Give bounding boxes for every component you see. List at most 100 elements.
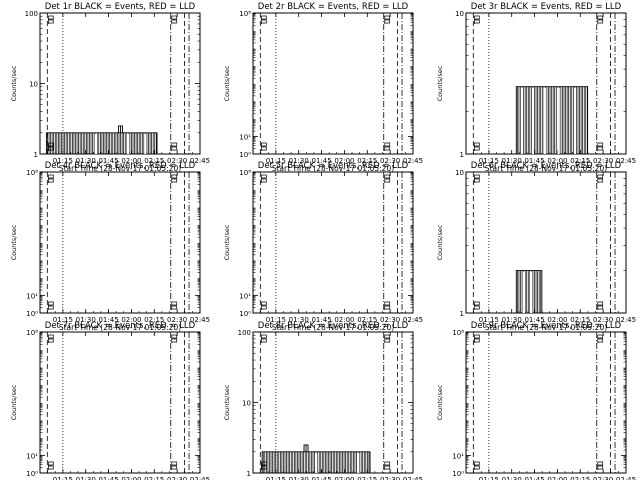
panel-9-x-tick-label-1: 01:30 (502, 476, 522, 480)
panel-3-series-0-gap-4 (573, 87, 577, 154)
panel-4-x-axis-label: Start Time (28-Nov-17 01:05:20) (59, 323, 181, 332)
panel-4-title: Det 4r BLACK = Events, RED = LLD (45, 161, 196, 171)
panel-7-y-tick-label-0: 10⁰ (26, 470, 38, 478)
panel-3-y-tick-label-0: 1 (460, 151, 464, 159)
panel-3-y-tick-label-1: 10 (455, 10, 464, 18)
panel-2-x-tick-label-0: 01:15 (266, 157, 286, 165)
panel-1-x-tick-label-3: 02:00 (121, 157, 141, 165)
panel-3-x-tick-label-1: 01:30 (502, 157, 522, 165)
panel-1-series-0-outline (45, 132, 158, 154)
panel-6-y-tick-label-1: 10 (455, 169, 464, 177)
panel-1-x-tick-label-4: 02:15 (144, 157, 164, 165)
panel-5-marker-flag-0-1 (260, 301, 267, 310)
panel-8-marker-flag-1-1 (384, 461, 391, 470)
panel-8-x-tick-label-6: 02:45 (403, 476, 423, 480)
panel-3-marker-flag-1-1 (597, 142, 604, 151)
panel-1-series-0-gap-1 (126, 133, 130, 154)
panel-2-plot-frame (252, 12, 414, 155)
panel-4-x-tick-label-3: 02:00 (121, 316, 141, 324)
panel-1-x-tick-label-0: 01:15 (53, 157, 73, 165)
panel-3-y-axis-label: Counts/sec (436, 65, 444, 101)
panel-9-x-tick-label-0: 01:15 (479, 476, 499, 480)
panel-8-marker-flag-1-0 (384, 334, 391, 343)
panel-6-y-tick-label-0: 1 (460, 310, 464, 318)
panel-6-marker-flag-1-0 (597, 174, 604, 183)
panel-9-plot-frame (465, 331, 627, 474)
panel-1-x-tick-label-5: 02:30 (167, 157, 187, 165)
panel-6-x-tick-label-6: 02:45 (616, 316, 636, 324)
panel-8-x-tick-label-3: 02:00 (334, 476, 354, 480)
panel-1-title: Det 1r BLACK = Events, RED = LLD (45, 2, 196, 12)
panel-7-x-tick-label-4: 02:15 (144, 476, 164, 480)
panel-2-title: Det 2r BLACK = Events, RED = LLD (258, 2, 409, 12)
panel-3-marker-flag-0-1 (473, 142, 480, 151)
panel-9-y-tick-label-2: 10⁸ (452, 329, 464, 337)
panel-8-y-axis-label: Counts/sec (223, 384, 231, 420)
panel-2-marker-flag-0-0 (260, 15, 267, 24)
panel-5-title: Det 5r BLACK = Events, RED = LLD (258, 161, 409, 171)
panel-4-y-axis-label: Counts/sec (10, 224, 18, 260)
panel-2-marker-flag-1-0 (384, 15, 391, 24)
panel-1-marker-flag-1-1 (171, 142, 178, 151)
panel-8-x-tick-label-0: 01:15 (266, 476, 286, 480)
panel-6-series-0-gap-0 (522, 271, 525, 313)
panel-5-plot-frame (252, 171, 414, 314)
panel-1-series-0-gap-2 (144, 133, 147, 154)
panel-8-title: Det 8r BLACK = Events, RED = LLD (258, 321, 409, 331)
panel-4-y-tick-label-0: 10⁰ (26, 310, 38, 318)
panel-8-y-tick-label-0: 1 (247, 470, 251, 478)
panel-5-x-tick-label-2: 01:45 (311, 316, 331, 324)
panel-9-marker-flag-0-0 (473, 334, 480, 343)
panel-2-y-tick-label-1: 10¹ (239, 133, 251, 141)
panel-2-y-axis-label: Counts/sec (223, 65, 231, 101)
panel-2-x-tick-label-5: 02:30 (380, 157, 400, 165)
panel-1-x-axis-label: Start Time (28-Nov-17 01:05:20) (59, 164, 181, 173)
panel-7-marker-flag-0-1 (47, 461, 54, 470)
panel-7-title: Det 7r BLACK = Events, RED = LLD (45, 321, 196, 331)
panel-1-marker-flag-0-0 (47, 15, 54, 24)
panel-4-marker-flag-0-1 (47, 301, 54, 310)
panel-9-marker-flag-1-0 (597, 334, 604, 343)
panel-8-x-tick-label-1: 01:30 (289, 476, 309, 480)
panel-6-marker-flag-0-1 (473, 301, 480, 310)
panel-9-title: Det 9r BLACK = Events, RED = LLD (471, 321, 622, 331)
panel-5-marker-flag-1-1 (384, 301, 391, 310)
panel-1-y-axis-label: Counts/sec (10, 65, 18, 101)
panel-1-y-tick-label-0: 1 (34, 151, 38, 159)
panel-4-marker-flag-0-0 (47, 174, 54, 183)
panel-8-y-tick-label-1: 10 (242, 400, 251, 408)
panel-9-x-tick-label-3: 02:00 (547, 476, 567, 480)
panel-7-plot-frame (39, 331, 201, 474)
panel-6-marker-flag-0-0 (473, 174, 480, 183)
panel-4-marker-flag-1-1 (171, 301, 178, 310)
panel-6-x-tick-label-0: 01:15 (479, 316, 499, 324)
panel-3-series-0-gap-3 (557, 87, 560, 154)
panel-9-y-axis-label: Counts/sec (436, 384, 444, 420)
panel-3-marker-flag-1-0 (597, 15, 604, 24)
panel-6-series-0-gap-1 (530, 271, 533, 313)
panel-8-series-0-gap-0 (315, 452, 318, 473)
panel-5-y-tick-label-2: 10⁸ (239, 169, 251, 177)
panel-1-y-tick-label-2: 100 (25, 10, 38, 18)
panel-5-y-tick-label-0: 10⁰ (239, 310, 251, 318)
panel-6-x-axis-label: Start Time (28-Nov-17 01:05:20) (485, 323, 607, 332)
panel-8-x-tick-label-5: 02:30 (380, 476, 400, 480)
panel-4-x-tick-label-4: 02:15 (144, 316, 164, 324)
panel-3-title: Det 3r BLACK = Events, RED = LLD (471, 2, 622, 12)
panel-6-x-tick-label-1: 01:30 (502, 316, 522, 324)
panel-6-plot-frame (465, 171, 627, 314)
panel-6-x-tick-label-5: 02:30 (593, 316, 613, 324)
panel-6-title: Det 6r BLACK = Events, RED = LLD (471, 161, 622, 171)
panel-4-plot-frame (39, 171, 201, 314)
panel-3-series-0-gap-0 (520, 87, 524, 154)
panel-5-marker-flag-1-0 (384, 174, 391, 183)
panel-7-x-tick-label-2: 01:45 (98, 476, 118, 480)
panel-9-y-tick-label-0: 10⁰ (452, 470, 464, 478)
panel-8-series-0-outline (261, 451, 371, 473)
panel-2-y-tick-label-0: 10⁰ (239, 151, 251, 159)
panel-4-x-tick-label-2: 01:45 (98, 316, 118, 324)
panel-7-marker-flag-1-0 (171, 334, 178, 343)
panel-3-marker-flag-0-0 (473, 15, 480, 24)
panel-3-x-tick-label-5: 02:30 (593, 157, 613, 165)
